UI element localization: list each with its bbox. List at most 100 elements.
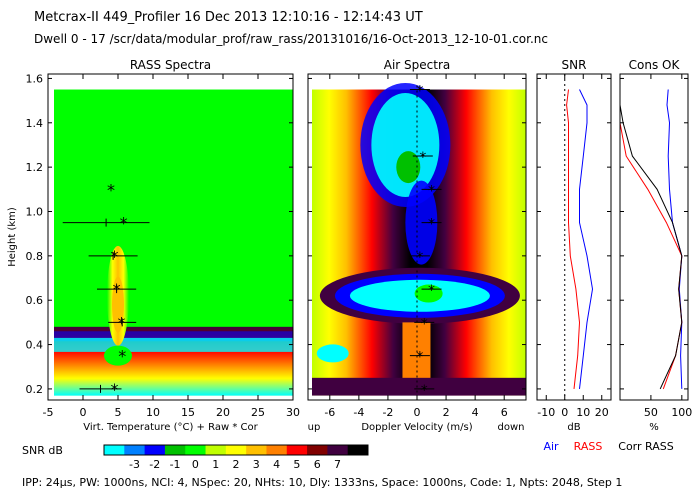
rass-blue-band [54,331,293,342]
colorbar-label: SNR dB [22,444,63,457]
rass-cyan-band [54,337,293,352]
legend-corr: Corr RASS [618,440,673,453]
cor-marker: * [120,214,128,233]
colorbar-swatch [205,445,227,455]
colorbar-tick: 5 [293,458,300,471]
panel-title: RASS Spectra [130,58,211,72]
air-cor-marker: * [428,183,435,199]
legend-rass: RASS [574,440,603,453]
x-tick-label: 2 [443,406,450,419]
cor-marker: * [107,180,115,199]
colorbar-tick: 1 [212,458,219,471]
air-cor-marker: * [428,283,435,299]
y-axis-label: Height (km) [7,207,18,267]
x-tick-label: 10 [576,406,590,419]
x-tick-label: 30 [286,406,300,419]
x-tick-label: -6 [324,406,335,419]
figure-header-line2: Dwell 0 - 17 /scr/data/modular_prof/raw_… [34,32,548,46]
colorbar-tick: -1 [170,458,181,471]
air-cor-marker: * [421,316,428,332]
colorbar-tick: 4 [273,458,280,471]
x-tick-label: 20 [595,406,609,419]
x-axis-label: Virt. Temperature (°C) + Raw * Cor [83,422,258,433]
air-cor-marker: * [419,150,426,166]
x-tick-label: 50 [644,406,658,419]
x-tick-label: -5 [43,406,54,419]
y-tick-label: 1.6 [26,72,44,85]
panel-frame [619,73,689,401]
colorbar-swatch [225,445,247,455]
cor-marker: * [118,347,126,366]
x-tick-label: 100 [671,406,692,419]
figure-footer: IPP: 24µs, PW: 1000ns, NCI: 4, NSpec: 20… [22,476,623,489]
colorbar-swatch [185,445,207,455]
x-tick-label: 10 [146,406,160,419]
x-tick-label: -2 [382,406,393,419]
colorbar-swatch [164,445,186,455]
y-tick-label: 1.2 [26,161,44,174]
cor-marker: * [118,313,126,332]
cor-marker: * [111,380,119,399]
colorbar-swatch [286,445,308,455]
colorbar-tick: 7 [334,458,341,471]
panel-title: Cons OK [629,58,681,72]
x-tick-label: 6 [501,406,508,419]
colorbar-swatch [266,445,288,455]
panel-title: Air Spectra [384,58,451,72]
air-cor-marker: * [416,350,423,366]
x-axis-label: % [649,422,659,433]
y-tick-label: 0.6 [26,294,44,307]
up-label: up [308,422,321,433]
air-core-cyan [371,92,440,197]
x-tick-label: 25 [251,406,265,419]
x-axis-label: Doppler Velocity (m/s) [361,422,472,433]
air-cor-marker: * [416,250,423,266]
colorbar-swatch [144,445,166,455]
colorbar-tick: -3 [129,458,140,471]
x-tick-label: 0 [561,406,568,419]
y-tick-label: 0.2 [26,383,44,396]
down-label: down [498,422,525,433]
air-bottom-band [312,377,526,396]
colorbar-swatch [307,445,328,455]
cor-marker: * [111,247,119,266]
air-cor-marker: * [428,217,435,233]
x-tick-label: 5 [115,406,122,419]
colorbar-swatch [347,445,369,455]
x-tick-label: -4 [353,406,364,419]
x-axis-label: dB [567,422,580,433]
air-mid-column [405,180,438,265]
colorbar-swatch [104,445,125,455]
rass-plume-core [112,276,124,333]
legend-air: Air [543,440,559,453]
x-tick-label: 4 [472,406,479,419]
profile-line-rass [619,89,683,390]
rass-plume-base [104,345,132,366]
air-left-cyan [316,344,349,363]
y-tick-label: 0.8 [26,250,44,263]
y-tick-label: 1.0 [26,205,44,218]
colorbar-swatch [124,445,146,455]
air-cor-marker: * [416,84,423,100]
cor-marker: * [113,280,121,299]
x-tick-label: 0 [80,406,87,419]
air-cor-marker: * [421,383,428,399]
colorbar-tick: 0 [192,458,199,471]
x-tick-label: -10 [537,406,555,419]
colorbar-tick: 2 [233,458,240,471]
profile-line-rass [566,89,581,389]
profile-line-air [579,89,594,389]
colorbar-tick: 3 [253,458,260,471]
profile-line-corr-rass [619,89,683,390]
x-tick-label: 15 [181,406,195,419]
colorbar-tick: -2 [149,458,160,471]
y-tick-label: 0.4 [26,339,44,352]
x-tick-label: 20 [216,406,230,419]
figure-header-line1: Metcrax-II 449_Profiler 16 Dec 2013 12:1… [34,10,423,25]
colorbar-swatch [246,445,267,455]
air-core-green [396,151,421,184]
colorbar-swatch [327,445,349,455]
y-tick-label: 1.4 [26,117,44,130]
